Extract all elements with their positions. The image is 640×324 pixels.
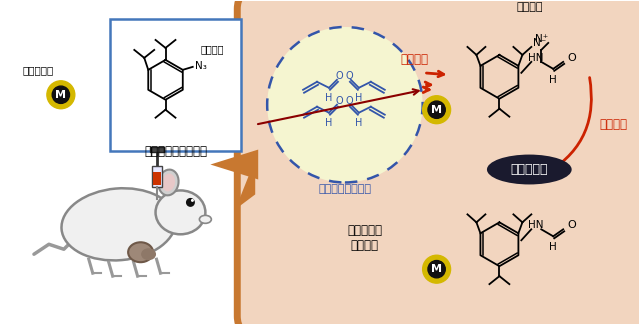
Circle shape: [267, 27, 422, 182]
Ellipse shape: [200, 215, 211, 223]
Text: がんで大量に生産: がんで大量に生産: [319, 184, 371, 194]
Text: H: H: [325, 118, 333, 128]
Text: O: O: [567, 220, 576, 230]
Text: がんへの分子接着剤: がんへの分子接着剤: [144, 145, 207, 157]
Text: アジド基: アジド基: [201, 44, 224, 54]
Text: HN: HN: [528, 220, 544, 230]
Text: M: M: [55, 90, 67, 100]
Circle shape: [422, 96, 451, 124]
Text: H: H: [355, 118, 362, 128]
Circle shape: [428, 260, 445, 278]
Text: M: M: [431, 264, 442, 274]
Circle shape: [47, 81, 75, 109]
Circle shape: [428, 101, 445, 118]
FancyBboxPatch shape: [150, 146, 163, 152]
Text: N₃: N₃: [195, 61, 207, 71]
Ellipse shape: [156, 191, 205, 234]
Text: 化学反応: 化学反応: [599, 118, 627, 131]
Text: 貴り付け: 貴り付け: [351, 239, 379, 252]
Circle shape: [186, 198, 195, 207]
Ellipse shape: [162, 174, 175, 191]
Ellipse shape: [141, 248, 156, 260]
Text: HN: HN: [528, 53, 544, 63]
Circle shape: [422, 255, 451, 283]
Text: O: O: [345, 96, 353, 106]
Text: 放射性核種: 放射性核種: [23, 65, 54, 75]
FancyBboxPatch shape: [152, 166, 161, 188]
Text: O: O: [567, 53, 576, 63]
Ellipse shape: [61, 188, 176, 260]
Text: O: O: [335, 71, 343, 81]
Text: ジアゾ基: ジアゾ基: [516, 2, 543, 12]
Text: H: H: [325, 93, 333, 103]
Polygon shape: [211, 150, 258, 179]
Ellipse shape: [487, 155, 572, 184]
Ellipse shape: [128, 242, 153, 262]
FancyBboxPatch shape: [152, 171, 161, 185]
Text: H: H: [549, 75, 557, 85]
Text: O: O: [345, 71, 353, 81]
Text: 化学反応: 化学反応: [401, 53, 429, 66]
FancyBboxPatch shape: [237, 0, 640, 324]
Text: O: O: [335, 96, 343, 106]
Text: がん細胞に: がん細胞に: [348, 224, 382, 237]
Text: タンパク質: タンパク質: [511, 163, 548, 176]
Text: N⁻: N⁻: [533, 38, 547, 48]
Text: N⁺: N⁺: [534, 34, 548, 44]
FancyBboxPatch shape: [109, 19, 241, 151]
Text: H: H: [355, 93, 362, 103]
Circle shape: [191, 199, 194, 202]
Ellipse shape: [159, 169, 179, 195]
Text: M: M: [431, 105, 442, 115]
Polygon shape: [236, 159, 255, 209]
Text: H: H: [549, 242, 557, 252]
Circle shape: [52, 86, 70, 103]
